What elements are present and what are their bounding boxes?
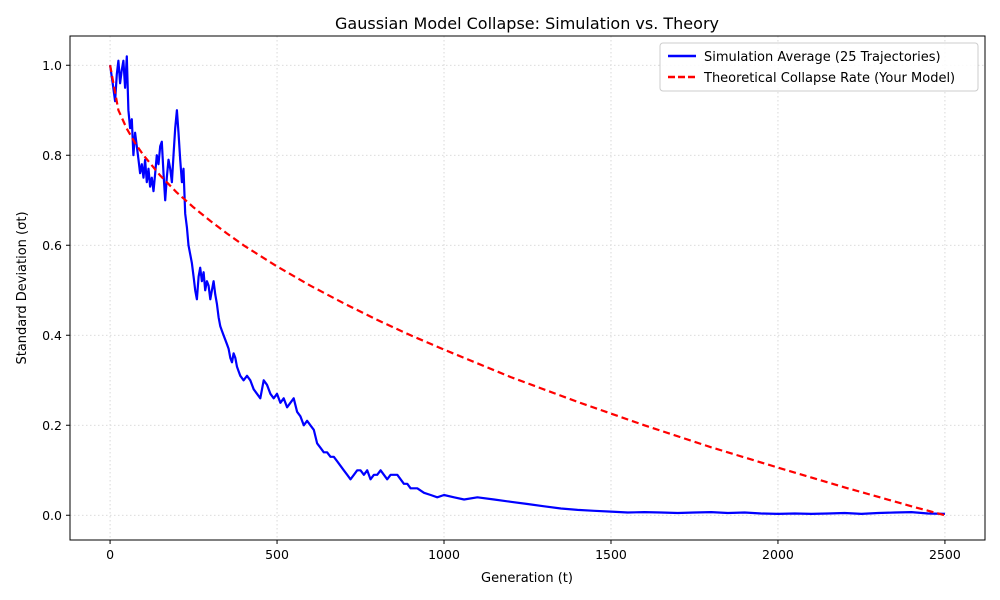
legend-box [659,42,979,92]
x-tick-label: 2500 [929,547,961,562]
series-layer [109,55,946,517]
x-tick-label: 500 [265,547,289,562]
y-tick-label: 0.8 [42,148,62,163]
y-tick-label: 0.2 [42,418,62,433]
simulation-average-line [109,55,945,516]
y-tick-label: 0.0 [42,508,62,523]
y-axis-label: Standard Deviation (σt) [15,211,30,364]
x-tick-label: 1500 [595,547,627,562]
legend: Simulation Average (25 Trajectories) The… [659,42,979,92]
tick-layer: 0 500 1000 1500 2000 2500 0.0 0.2 0.4 0.6 0.8 1.0 [42,58,961,562]
x-axis-label: Generation (t) [481,571,573,586]
y-tick-label: 1.0 [42,58,62,73]
y-tick-label: 0.6 [42,238,62,253]
grid-layer [70,36,985,540]
y-tick-label: 0.4 [42,328,62,343]
legend-label-theory: Theoretical Collapse Rate (Your Model) [703,71,955,86]
x-tick-label: 2000 [762,547,794,562]
plot-frame [69,35,986,541]
x-tick-label: 0 [106,547,114,562]
x-tick-label: 1000 [428,547,460,562]
chart-title: Gaussian Model Collapse: Simulation vs. … [335,14,719,33]
theoretical-collapse-line [109,65,946,517]
legend-label-simulation: Simulation Average (25 Trajectories) [704,50,941,65]
